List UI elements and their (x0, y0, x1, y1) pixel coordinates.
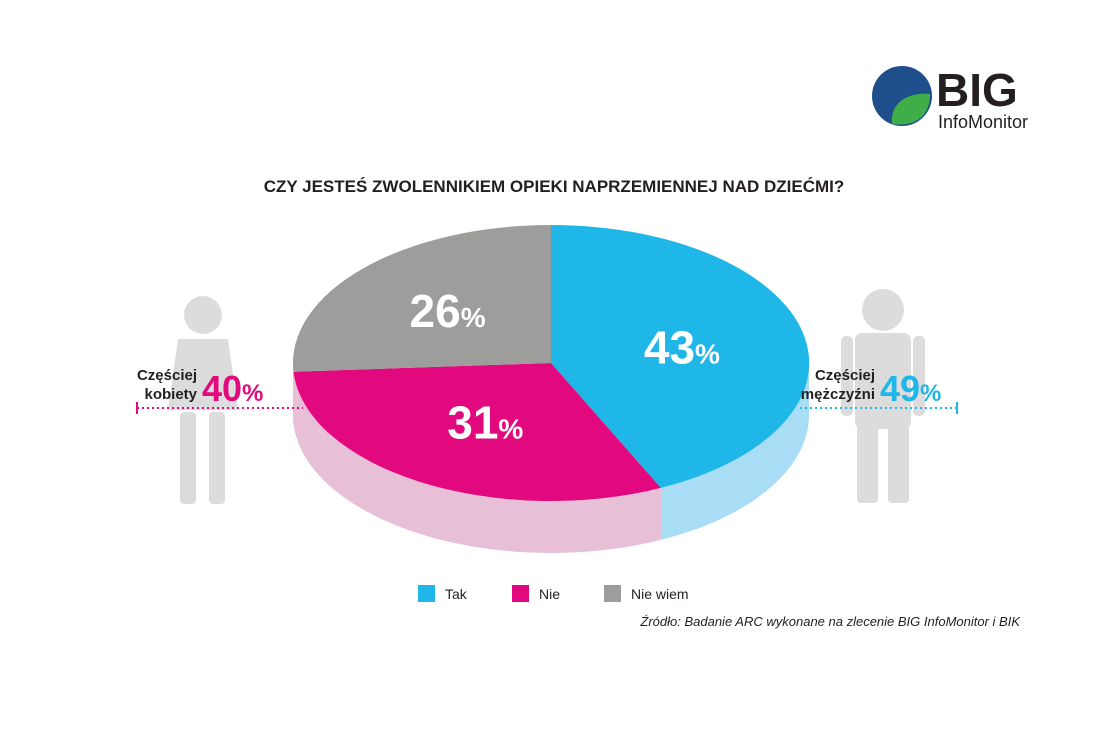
pie-label-nie-wiem: 26% (410, 285, 486, 337)
left-annotation-value: 40% (202, 368, 263, 409)
legend-item-nie: Nie (512, 585, 560, 602)
pie-label-nie: 31% (447, 396, 523, 448)
pie-side-nie (293, 371, 661, 553)
legend: Tak Nie Nie wiem (418, 585, 689, 602)
pie-side-tak (660, 363, 809, 540)
legend-item-tak: Tak (418, 585, 468, 602)
legend-label-nie: Nie (539, 586, 560, 602)
pie-labels: 43% 31% 26% (410, 285, 720, 448)
right-annotation: Częściej mężczyźni 49% (800, 367, 958, 414)
pie-top (292, 224, 810, 502)
legend-label-nie-wiem: Nie wiem (631, 586, 689, 602)
legend-label-tak: Tak (445, 586, 468, 602)
chart-title: CZY JESTEŚ ZWOLENNIKIEM OPIEKI NAPRZEMIE… (264, 177, 845, 196)
left-annotation: Częściej kobiety 40% (136, 367, 303, 414)
legend-item-nie-wiem: Nie wiem (604, 585, 689, 602)
source-note: Źródło: Badanie ARC wykonane na zlecenie… (639, 614, 1021, 629)
pie-side-nie-wiem (293, 363, 294, 424)
right-annotation-line2: mężczyźni (801, 386, 875, 403)
right-annotation-value: 49% (880, 368, 941, 409)
pie-slice-tak (551, 224, 810, 488)
legend-swatch-nie (512, 585, 529, 602)
logo-big-text: BIG (936, 64, 1018, 116)
legend-swatch-tak (418, 585, 435, 602)
left-annotation-line1: Częściej (137, 367, 197, 384)
logo-leaf-icon (891, 93, 930, 125)
woman-icon (168, 296, 238, 504)
logo-small-text: InfoMonitor (938, 112, 1028, 132)
pie-slice-nie (293, 363, 661, 502)
pie-slice-nie-wiem (292, 225, 551, 372)
logo: BIG InfoMonitor (872, 64, 1028, 132)
pie-label-tak: 43% (644, 321, 720, 373)
man-icon (841, 289, 925, 503)
right-annotation-line1: Częściej (815, 367, 875, 384)
left-annotation-line2: kobiety (144, 386, 197, 403)
legend-swatch-nie-wiem (604, 585, 621, 602)
